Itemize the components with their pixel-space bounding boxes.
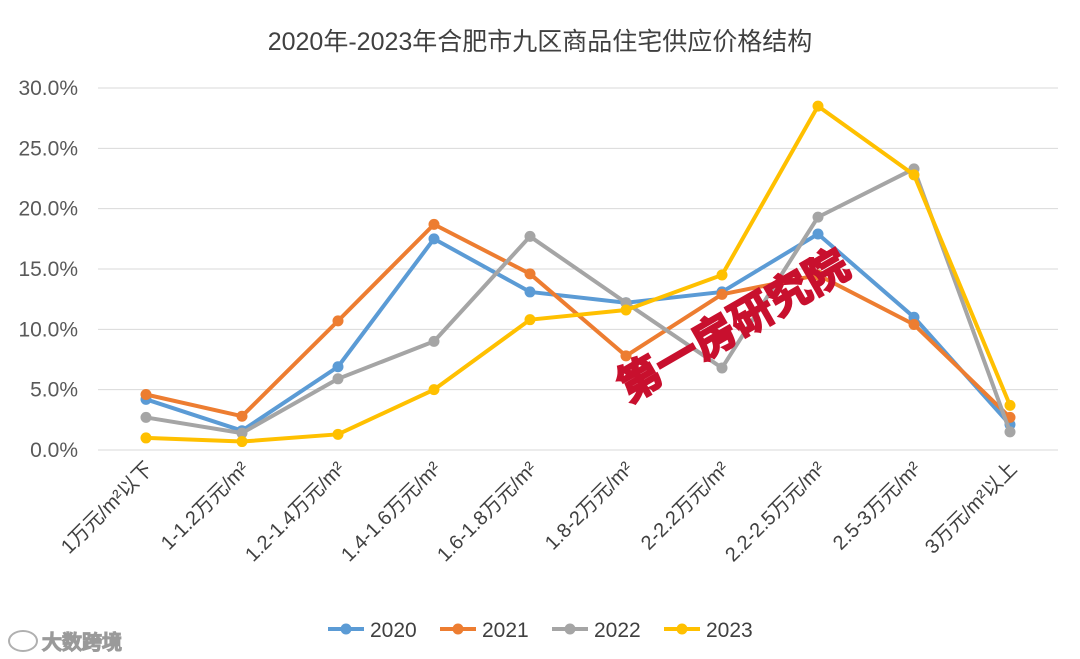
legend: 2020 2021 2022 2023 [328,619,753,642]
brand-logo-icon [8,629,38,652]
series-2020 [140,228,1016,437]
data-point [236,436,248,448]
y-tick-label: 20.0% [18,198,78,221]
series-2022 [140,163,1016,439]
series-line [144,222,1012,420]
data-point [140,388,152,400]
y-tick-label: 5.0% [30,379,78,402]
y-tick-label: 30.0% [18,77,78,100]
x-tick-label: 1.4-1.6万元/m² [337,458,446,567]
data-point [1004,426,1016,438]
grid-lines [98,87,1058,451]
data-point [620,304,632,316]
data-point [428,218,440,230]
y-tick-label: 15.0% [18,258,78,281]
y-tick-label: 0.0% [30,439,78,462]
x-tick-label: 1-1.2万元/m² [157,458,254,555]
data-point [524,286,536,298]
y-axis-ticks: 0.0% 5.0% 10.0% 15.0% 20.0% 25.0% 30.0% [18,77,78,462]
x-tick-label: 2.5-3万元/m² [829,458,926,555]
data-point [812,269,824,281]
legend-label: 2022 [594,619,641,642]
data-point [140,411,152,423]
x-tick-label: 2.2-2.5万元/m² [721,458,830,567]
data-point [716,288,728,300]
data-point [332,315,344,327]
data-point [428,233,440,245]
data-point [332,373,344,385]
data-point [236,427,248,439]
series-2021 [140,218,1016,423]
x-tick-label: 1.2-1.4万元/m² [241,458,350,567]
y-tick-label: 10.0% [18,318,78,341]
series-lines [140,100,1016,448]
data-point [908,319,920,331]
x-tick-label: 2-2.2万元/m² [637,458,734,555]
x-tick-label: 1.8-2万元/m² [541,458,638,555]
data-point [332,428,344,440]
data-point [524,230,536,242]
x-tick-label: 3万元/m²以上 [920,457,1021,558]
data-point [236,410,248,422]
x-tick-label: 1.6-1.8万元/m² [433,458,542,567]
data-point [812,228,824,240]
chart-title: 2020年-2023年合肥市九区商品住宅供应价格结构 [268,28,813,56]
x-tick-label: 1万元/m²以下 [57,458,157,558]
data-point [524,268,536,280]
data-point [812,211,824,223]
brand-watermark: 大数跨境 [8,626,123,655]
series-line [144,166,1012,436]
legend-marker [340,623,352,635]
legend-marker [564,623,576,635]
legend-item: 2023 [664,619,753,642]
legend-item: 2020 [328,619,417,642]
y-tick-label: 25.0% [18,137,78,160]
legend-label: 2020 [370,619,417,642]
x-axis-ticks: 1万元/m²以下 1-1.2万元/m²1.2-1.4万元/m²1.4-1.6万元/… [57,457,1021,566]
data-point [716,269,728,281]
legend-marker [452,623,464,635]
series-line [144,104,1012,444]
series-2023 [140,100,1016,448]
data-point [812,100,824,112]
series-line [144,232,1012,433]
data-point [428,384,440,396]
data-point [716,362,728,374]
data-point [524,314,536,326]
data-point [332,361,344,373]
data-point [428,335,440,347]
brand-watermark-text: 大数跨境 [42,632,123,655]
data-point [140,432,152,444]
data-point [620,350,632,362]
legend-label: 2023 [706,619,753,642]
legend-item: 2022 [552,619,641,642]
legend-item: 2021 [440,619,529,642]
legend-label: 2021 [482,619,529,642]
data-point [908,169,920,181]
data-point [1004,399,1016,411]
legend-marker [676,623,688,635]
